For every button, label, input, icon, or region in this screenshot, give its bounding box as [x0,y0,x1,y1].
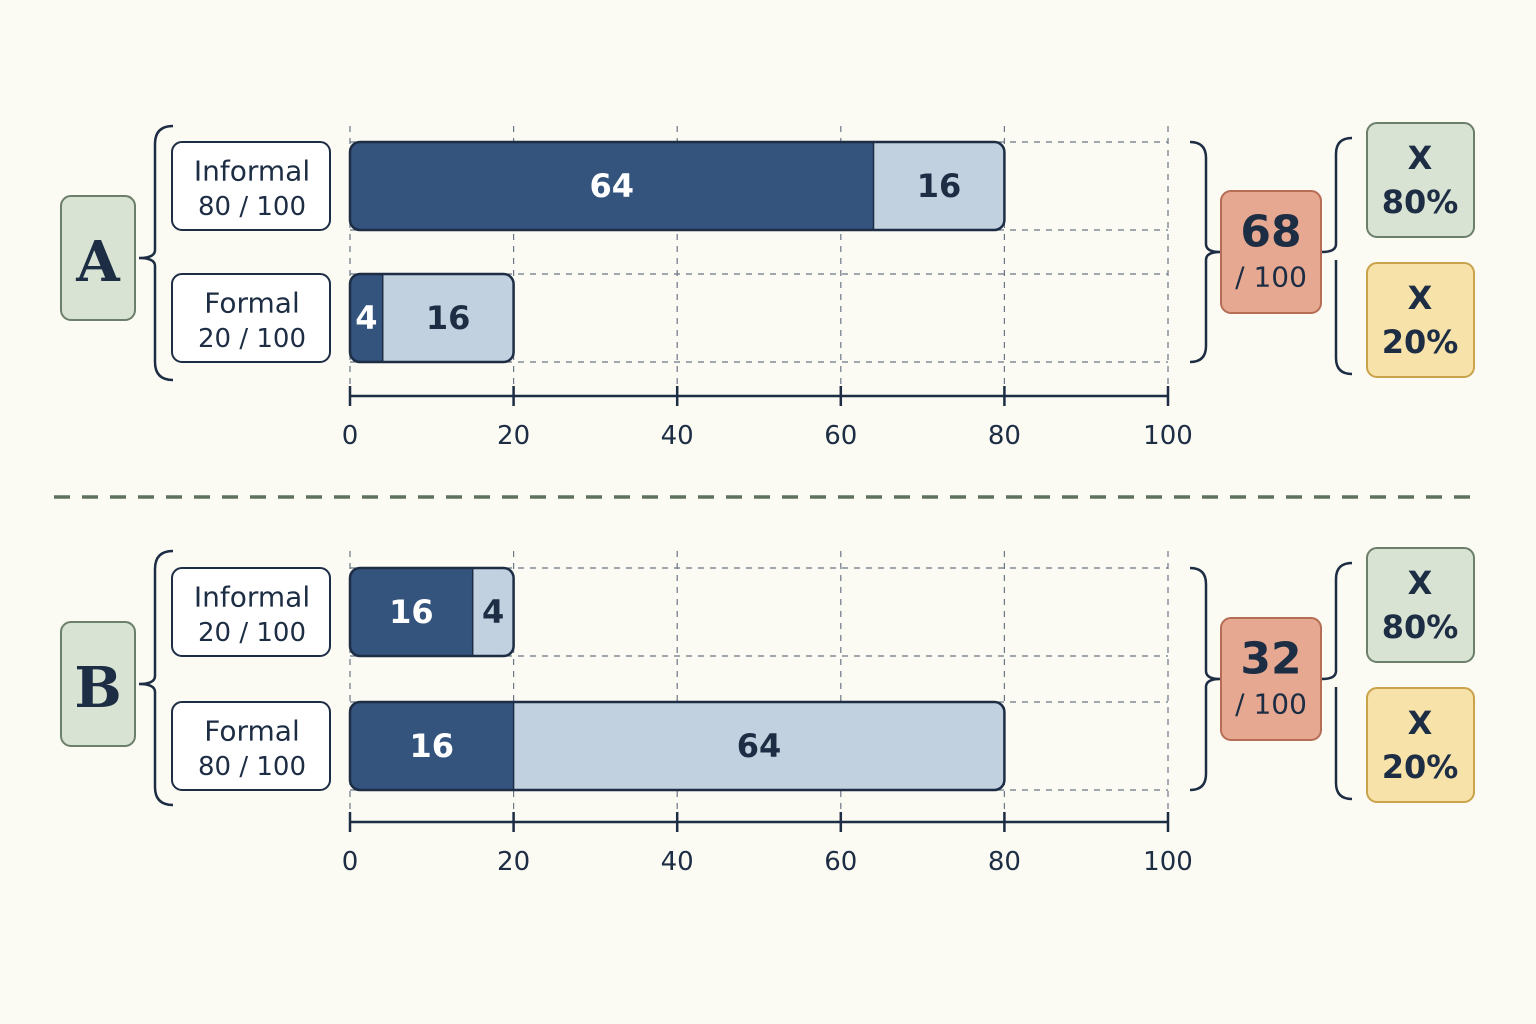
weight-percent: 20% [1382,323,1459,361]
data-label: 16 [410,727,455,765]
group-b: 0 20 40 60 80 100 B Informal 20 / 100 16 4 Formal 80… [60,547,1475,877]
weight-percent: 80% [1382,183,1459,221]
data-label: 16 [389,593,434,631]
tick-label: 0 [342,847,359,877]
row-name: Formal [204,287,299,320]
tick-label: 100 [1143,847,1193,877]
weight-box [1366,262,1475,378]
tick-label: 20 [497,847,530,877]
tick-label: 40 [661,847,694,877]
group-label: B [74,655,121,721]
left-brace [138,549,174,807]
group-label-box [60,621,136,747]
bar-outline [348,566,515,658]
bar-segment-dark [350,142,874,230]
tick-label: 40 [661,421,694,451]
weight-label: X [1408,564,1433,602]
bar-outline [348,272,515,364]
tick-label: 60 [824,847,857,877]
group-label: A [75,229,121,295]
data-label: 4 [482,593,504,631]
total-denominator: / 100 [1235,261,1307,294]
bar-segment-light [382,274,514,362]
right-brace [1189,140,1221,364]
left-brace [138,124,174,382]
bar-segment-light [513,702,1005,790]
row-fraction: 20 / 100 [198,618,306,648]
weight-label: X [1408,704,1433,742]
bar-segment-light [873,142,1005,230]
total-value: 68 [1240,207,1301,258]
weight-percent: 80% [1382,608,1459,646]
row-name: Informal [194,155,310,188]
tick-label: 20 [497,421,530,451]
bar-segment-dark [350,702,514,790]
row-fraction: 20 / 100 [198,324,306,354]
row-label-box [171,141,331,231]
group-label-box [60,195,136,321]
row-label-box [171,567,331,657]
data-label: 64 [589,167,634,205]
bar-outline [348,700,1006,792]
tick-label: 100 [1143,421,1193,451]
tick-label: 60 [824,421,857,451]
row-fraction: 80 / 100 [198,752,306,782]
bar-segment-dark [350,568,473,656]
tick-label: 80 [988,421,1021,451]
bar-segment-dark [350,274,383,362]
weight-label: X [1408,139,1433,177]
total-box [1220,190,1322,314]
row-label-box [171,273,331,363]
data-label: 64 [737,727,782,765]
weight-label: X [1408,279,1433,317]
data-label: 4 [355,299,377,337]
tick-label: 80 [988,847,1021,877]
weight-brace [1321,136,1353,376]
bar-segment-light [472,568,514,656]
row-name: Informal [194,581,310,614]
row-label-box [171,701,331,791]
tick-label: 0 [342,421,359,451]
weight-percent: 20% [1382,748,1459,786]
total-box [1220,617,1322,741]
bar-outline [348,140,1006,232]
total-value: 32 [1240,634,1301,685]
weight-brace [1321,561,1353,801]
row-name: Formal [204,715,299,748]
data-label: 16 [917,167,962,205]
total-denominator: / 100 [1235,688,1307,721]
weight-box [1366,547,1475,663]
weight-box [1366,122,1475,238]
group-a: 0 20 40 60 80 100 A Informal 80 / 100 64 16 Formal 2… [60,122,1475,451]
weight-box [1366,687,1475,803]
right-brace [1189,566,1221,792]
row-fraction: 80 / 100 [198,192,306,222]
data-label: 16 [426,299,471,337]
